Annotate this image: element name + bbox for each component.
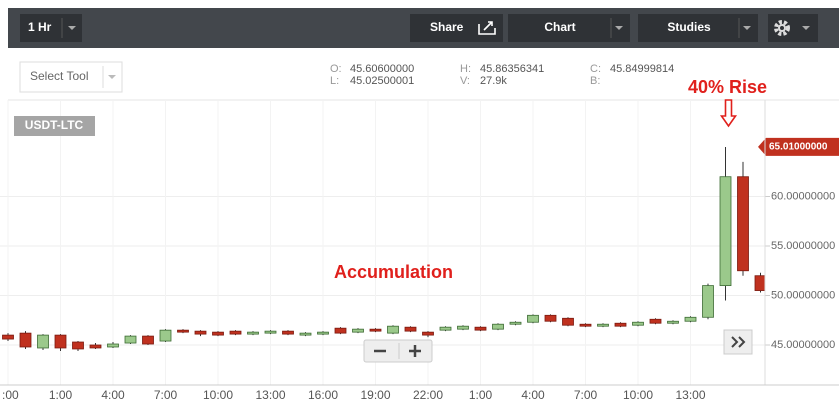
candle-body bbox=[369, 328, 382, 332]
info-value: 45.60600000 bbox=[350, 63, 414, 75]
x-tick-label: 7:00 bbox=[574, 388, 598, 402]
candle-body bbox=[387, 325, 399, 334]
candle-body bbox=[474, 326, 487, 331]
share-icon bbox=[478, 21, 496, 35]
x-tick-label: 13:00 bbox=[675, 388, 705, 402]
candle-body bbox=[212, 331, 224, 336]
candle-body bbox=[177, 329, 189, 333]
candle-body bbox=[89, 344, 102, 349]
x-tick-label: 10:00 bbox=[623, 388, 653, 402]
annotation: 40% Rise bbox=[688, 77, 767, 97]
share-label: Share bbox=[430, 20, 464, 34]
candle-body bbox=[422, 331, 434, 336]
candle-body bbox=[142, 335, 154, 345]
info-value: 45.02500001 bbox=[350, 75, 414, 87]
x-tick-label: 4:00 bbox=[521, 388, 545, 402]
chart-label: Chart bbox=[544, 20, 575, 34]
info-label: L: bbox=[330, 75, 339, 87]
candle-body bbox=[544, 314, 557, 322]
last-price-label: 65.01000000 bbox=[769, 142, 828, 153]
x-tick-label: 4:00 bbox=[101, 388, 125, 402]
candle-body bbox=[579, 323, 592, 327]
zoom-in[interactable] bbox=[409, 345, 421, 357]
candle-body bbox=[649, 318, 662, 324]
info-value: 27.9k bbox=[480, 75, 507, 87]
y-tick-label: 55.00000000 bbox=[771, 240, 835, 252]
y-tick-label: 45.00000000 bbox=[771, 339, 835, 351]
candle-body bbox=[614, 322, 627, 327]
settings-button[interactable] bbox=[768, 14, 818, 42]
plot-area bbox=[0, 100, 765, 385]
candle-body bbox=[264, 330, 277, 334]
candle-body bbox=[457, 325, 469, 330]
studies-label: Studies bbox=[667, 20, 711, 34]
interval-label: 1 Hr bbox=[28, 20, 52, 34]
info-label: O: bbox=[330, 63, 342, 75]
x-tick-label: 16:00 bbox=[308, 388, 338, 402]
symbol-label: USDT-LTC bbox=[25, 118, 84, 132]
candle-body bbox=[439, 326, 452, 331]
candle-body bbox=[562, 317, 574, 326]
info-value: 45.84999814 bbox=[610, 63, 674, 75]
chart-button[interactable] bbox=[508, 14, 630, 42]
plot: 45.00000000 50.00000000 55.00000000 60.0000… bbox=[0, 77, 839, 402]
share-button[interactable] bbox=[410, 14, 503, 42]
last-price-tag bbox=[758, 137, 839, 156]
x-tick-label: 1:00 bbox=[49, 388, 73, 402]
candle-body bbox=[229, 330, 242, 335]
info-label: H: bbox=[460, 63, 471, 75]
annotation: Accumulation bbox=[334, 262, 453, 282]
candle-body bbox=[492, 323, 504, 330]
gear-icon bbox=[774, 20, 790, 36]
candle-body bbox=[352, 328, 364, 333]
info-label: V: bbox=[460, 75, 470, 87]
candle-body bbox=[19, 332, 32, 348]
x-tick-label: 19:00 bbox=[360, 388, 390, 402]
candle-body bbox=[754, 275, 765, 291]
select-tool-label: Select Tool bbox=[30, 69, 88, 83]
candle-body bbox=[527, 314, 539, 323]
candle-body bbox=[667, 320, 679, 324]
candle-body bbox=[299, 332, 312, 336]
x-tick-label: :00 bbox=[2, 388, 19, 402]
candle-body bbox=[124, 335, 137, 344]
candle-body bbox=[702, 285, 714, 318]
x-tick-label: 10:00 bbox=[203, 388, 233, 402]
candle-body bbox=[37, 334, 49, 349]
y-tick-label: 50.00000000 bbox=[771, 289, 835, 301]
candle-body bbox=[509, 321, 522, 325]
symbol-badge bbox=[14, 116, 95, 136]
candle-body bbox=[317, 331, 329, 335]
select-tool[interactable] bbox=[19, 61, 123, 93]
info-label: C: bbox=[590, 63, 601, 75]
candle-body bbox=[72, 341, 84, 350]
info-label: B: bbox=[590, 75, 600, 87]
x-tick-label: 22:00 bbox=[413, 388, 443, 402]
ohlc-info: O: 45.60600000 L: 45.02500001 H: 45.86356341 V… bbox=[330, 63, 674, 87]
candle-body bbox=[334, 327, 347, 334]
candle-body bbox=[54, 334, 67, 349]
studies-button[interactable] bbox=[638, 14, 758, 42]
candle-body bbox=[597, 323, 609, 327]
candle-body bbox=[2, 334, 14, 340]
candle-body bbox=[404, 326, 417, 332]
candle-body bbox=[194, 330, 207, 335]
candle-body bbox=[684, 316, 697, 322]
candle-body bbox=[107, 343, 119, 348]
x-tick-label: 1:00 bbox=[469, 388, 493, 402]
candle-body bbox=[632, 321, 644, 326]
candle-body bbox=[247, 331, 259, 335]
annotation-arrow bbox=[719, 99, 738, 128]
candle-body bbox=[159, 329, 172, 342]
candle-body bbox=[737, 176, 749, 272]
info-value: 45.86356341 bbox=[480, 63, 544, 75]
candle-body bbox=[719, 176, 732, 287]
x-tick-label: 13:00 bbox=[255, 388, 285, 402]
y-tick-label: 60.00000000 bbox=[771, 190, 835, 202]
candle-body bbox=[282, 330, 294, 335]
x-tick-label: 7:00 bbox=[154, 388, 178, 402]
